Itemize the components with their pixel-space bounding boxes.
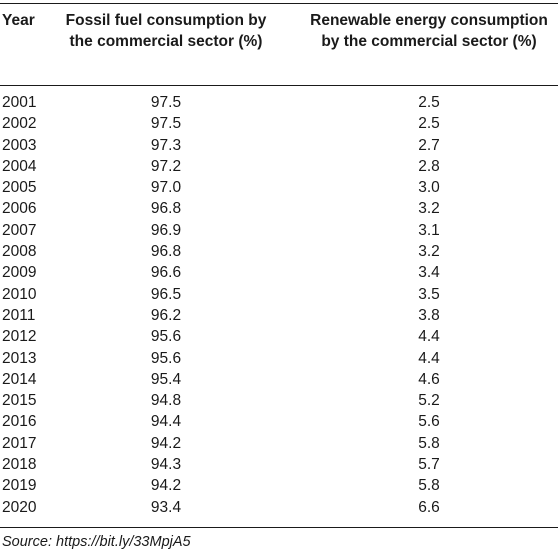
table-row: 2007 96.9 3.1 (0, 220, 558, 241)
year-cell: 2020 (2, 498, 37, 516)
fossil-fuel-cell: 97.5 (150, 115, 182, 133)
table-row: 2006 96.8 3.2 (0, 198, 558, 219)
fossil-fuel-cell: 94.4 (150, 413, 182, 431)
table-row: 2005 97.0 3.0 (0, 177, 558, 198)
fossil-fuel-cell: 95.6 (150, 328, 182, 346)
fossil-fuel-cell: 97.5 (150, 94, 182, 111)
year-cell: 2012 (2, 328, 37, 346)
year-cell: 2017 (2, 434, 37, 452)
table-row: 2011 96.2 3.8 (0, 305, 558, 326)
table-row: 2015 94.8 5.2 (0, 390, 558, 411)
renewable-energy-cell: 2.5 (418, 94, 440, 111)
fossil-fuel-cell: 96.9 (150, 221, 182, 239)
fossil-fuel-cell: 95.6 (150, 349, 182, 367)
table-bottom-rule (0, 527, 558, 528)
fossil-fuel-cell: 96.2 (150, 306, 182, 324)
renewable-energy-cell: 4.6 (418, 370, 440, 388)
year-cell: 2010 (2, 285, 37, 303)
year-cell: 2009 (2, 264, 37, 282)
header-year: Year (2, 12, 35, 29)
year-cell: 2008 (2, 243, 37, 261)
table-row: 2001 97.5 2.5 (0, 92, 558, 113)
fossil-fuel-cell: 96.8 (150, 200, 182, 218)
table-row: 2010 96.5 3.5 (0, 284, 558, 305)
table-row: 2020 93.4 6.6 (0, 497, 558, 518)
table-row: 2019 94.2 5.8 (0, 475, 558, 496)
renewable-energy-cell: 4.4 (418, 328, 440, 346)
renewable-energy-cell: 6.6 (418, 498, 440, 516)
table-header-rule (0, 85, 558, 86)
fossil-fuel-cell: 96.5 (150, 285, 182, 303)
fossil-fuel-cell: 97.2 (150, 157, 182, 175)
fossil-fuel-cell: 94.2 (150, 434, 182, 452)
renewable-energy-cell: 3.2 (418, 243, 440, 261)
year-cell: 2016 (2, 413, 37, 431)
renewable-energy-cell: 3.5 (418, 285, 440, 303)
renewable-energy-cell: 5.8 (418, 434, 440, 452)
renewable-energy-cell: 4.4 (418, 349, 440, 367)
renewable-energy-cell: 5.8 (418, 477, 440, 495)
table-row: 2008 96.8 3.2 (0, 241, 558, 262)
year-cell: 2006 (2, 200, 37, 218)
renewable-energy-cell: 3.4 (418, 264, 440, 282)
year-cell: 2001 (2, 94, 37, 111)
header-fossil-fuel: Fossil fuel consumption by the commercia… (65, 12, 267, 50)
year-cell: 2014 (2, 370, 37, 388)
renewable-energy-cell: 3.0 (418, 179, 440, 197)
renewable-energy-cell: 5.2 (418, 392, 440, 410)
table-row: 2002 97.5 2.5 (0, 113, 558, 134)
table-body: 2001 97.5 2.5 2002 97.5 2.5 2003 97.3 2.7 2004 97.… (0, 92, 558, 518)
year-cell: 2018 (2, 456, 37, 474)
table-top-rule (0, 3, 558, 4)
year-cell: 2007 (2, 221, 37, 239)
year-cell: 2015 (2, 392, 37, 410)
year-cell: 2003 (2, 136, 37, 154)
renewable-energy-cell: 3.1 (418, 221, 440, 239)
source-note: Source: https://bit.ly/33MpjA5 (2, 534, 191, 550)
year-cell: 2002 (2, 115, 37, 133)
renewable-energy-cell: 3.2 (418, 200, 440, 218)
header-renewable-energy: Renewable energy consumption by the comm… (310, 12, 548, 50)
table-row: 2004 97.2 2.8 (0, 156, 558, 177)
fossil-fuel-cell: 94.3 (150, 456, 182, 474)
fossil-fuel-cell: 94.8 (150, 392, 182, 410)
table-row: 2009 96.6 3.4 (0, 262, 558, 283)
renewable-energy-cell: 2.5 (418, 115, 440, 133)
renewable-energy-cell: 5.7 (418, 456, 440, 474)
renewable-energy-cell: 2.8 (418, 157, 440, 175)
fossil-fuel-cell: 97.0 (150, 179, 182, 197)
table-row: 2017 94.2 5.8 (0, 433, 558, 454)
fossil-fuel-cell: 94.2 (150, 477, 182, 495)
table-row: 2014 95.4 4.6 (0, 369, 558, 390)
fossil-fuel-cell: 95.4 (150, 370, 182, 388)
renewable-energy-cell: 3.8 (418, 306, 440, 324)
renewable-energy-cell: 2.7 (418, 136, 440, 154)
table-row: 2012 95.6 4.4 (0, 326, 558, 347)
table-row: 2013 95.6 4.4 (0, 348, 558, 369)
fossil-fuel-cell: 93.4 (150, 498, 182, 516)
fossil-fuel-cell: 96.8 (150, 243, 182, 261)
fossil-fuel-cell: 97.3 (150, 136, 182, 154)
year-cell: 2013 (2, 349, 37, 367)
fossil-fuel-cell: 96.6 (150, 264, 182, 282)
table-header-row: Year Fossil fuel consumption by the comm… (0, 10, 558, 80)
table-row: 2003 97.3 2.7 (0, 135, 558, 156)
year-cell: 2005 (2, 179, 37, 197)
table-row: 2018 94.3 5.7 (0, 454, 558, 475)
year-cell: 2011 (2, 306, 36, 324)
renewable-energy-cell: 5.6 (418, 413, 440, 431)
table-row: 2016 94.4 5.6 (0, 411, 558, 432)
year-cell: 2019 (2, 477, 37, 495)
year-cell: 2004 (2, 157, 37, 175)
